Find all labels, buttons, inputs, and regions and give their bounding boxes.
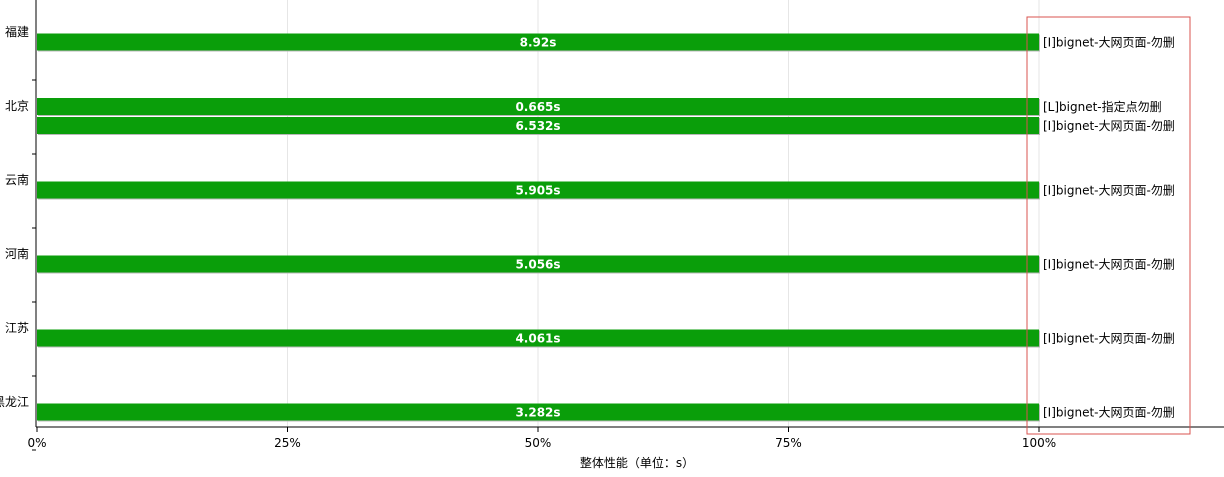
bar — [37, 329, 1039, 347]
series-label: [I]bignet-大网页面-勿删 — [1043, 36, 1175, 50]
series-label: [I]bignet-大网页面-勿删 — [1043, 119, 1175, 133]
bar-value-label: 5.056s — [515, 258, 560, 272]
highlight-box — [1026, 16, 1191, 435]
bar — [37, 181, 1039, 199]
bar-value-label: 0.665s — [515, 100, 560, 114]
x-axis-title: 整体性能（单位：s） — [580, 455, 694, 470]
series-label: [L]bignet-指定点勿删 — [1043, 99, 1162, 114]
category-labels: 福建北京云南河南江苏黑龙江 — [0, 24, 29, 409]
x-tick-label: 25% — [274, 436, 301, 450]
axes — [32, 0, 1224, 451]
category-label: 北京 — [5, 99, 29, 113]
x-ticks: 0% 25% 50% 75% 100% — [27, 427, 1056, 450]
series-label: [I]bignet-大网页面-勿删 — [1043, 184, 1175, 198]
bar — [37, 117, 1039, 134]
bar-value-label: 3.282s — [515, 406, 560, 420]
series-label: [I]bignet-大网页面-勿删 — [1043, 332, 1175, 346]
bar-value-label: 4.061s — [515, 332, 560, 346]
gridlines — [287, 0, 1040, 427]
bar-value-label: 5.905s — [515, 184, 560, 198]
bar-value-label: 6.532s — [515, 119, 560, 133]
bar — [37, 98, 1039, 115]
bar — [37, 255, 1039, 273]
category-label: 江苏 — [5, 321, 29, 335]
category-label: 云南 — [5, 172, 29, 187]
category-label: 黑龙江 — [0, 395, 29, 409]
bar-value-label: 8.92s — [520, 36, 557, 50]
bar — [37, 33, 1039, 51]
series-label: [I]bignet-大网页面-勿删 — [1043, 258, 1175, 272]
bars: 8.92s [I]bignet-大网页面-勿删 0.665s [L]bignet-指定… — [37, 33, 1175, 422]
series-label: [I]bignet-大网页面-勿删 — [1043, 406, 1175, 420]
x-tick-label: 0% — [27, 436, 46, 450]
x-tick-label: 100% — [1022, 436, 1056, 450]
x-tick-label: 75% — [775, 436, 802, 450]
bar — [37, 403, 1039, 421]
x-tick-label: 50% — [525, 436, 552, 450]
category-label: 河南 — [5, 246, 29, 261]
category-label: 福建 — [5, 24, 29, 39]
